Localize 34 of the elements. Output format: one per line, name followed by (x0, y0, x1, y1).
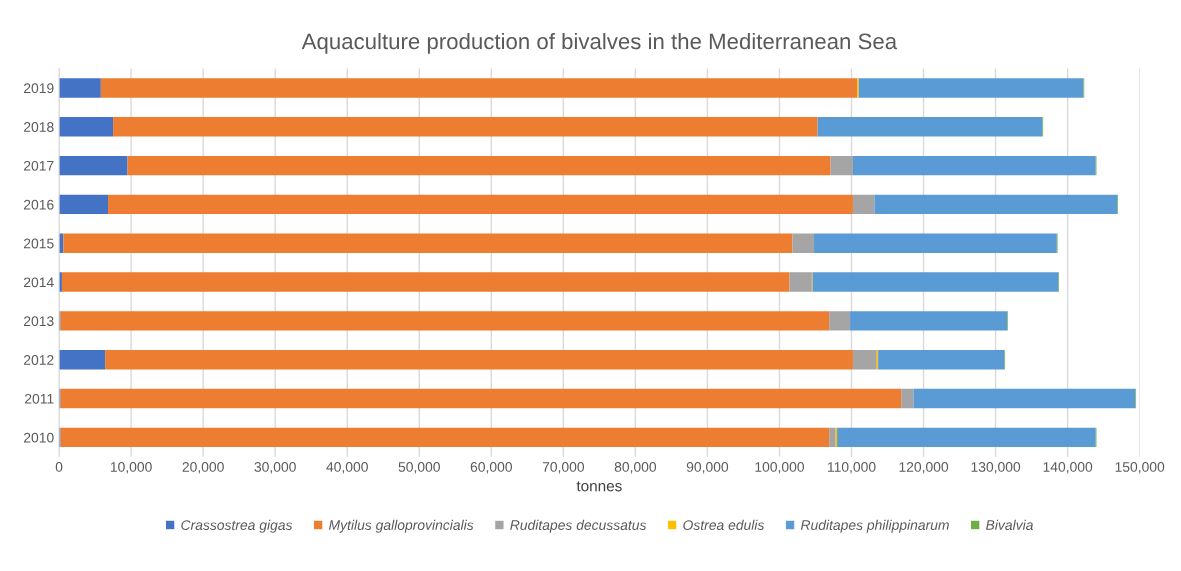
y-tick-label: 2015 (23, 238, 54, 249)
legend-label: Bivalvia (986, 519, 1033, 530)
x-tick-label: 100,000 (755, 462, 805, 474)
x-tick-label: 80,000 (614, 462, 657, 474)
x-tick-label: 60,000 (470, 462, 512, 474)
legend-label: Ostrea edulis (683, 519, 765, 530)
x-tick-label: 150,000 (1115, 462, 1165, 474)
legend-label: Ruditapes philippinarum (800, 519, 949, 533)
x-tick-label: 30,000 (254, 462, 296, 474)
y-tick-label: 2013 (23, 316, 54, 327)
y-tick-label: 2014 (23, 277, 54, 288)
x-tick-label: 40,000 (326, 462, 368, 474)
x-tick-label: 50,000 (398, 462, 440, 474)
y-tick-label: 2012 (23, 355, 54, 365)
x-tick-label: 90,000 (686, 462, 729, 474)
x-tick-label: 10,000 (110, 462, 152, 474)
legend-label: Mytilus galloprovincialis (329, 519, 474, 533)
x-tick-label: 130,000 (971, 462, 1021, 474)
y-tick-label: 2016 (23, 199, 54, 210)
y-tick-label: 2011 (25, 393, 54, 404)
x-tick-label: 0 (55, 462, 63, 472)
chart-title: Aquaculture production of bivalves in the Mediterranean Sea (301, 32, 898, 54)
y-tick-label: 2010 (23, 432, 54, 443)
y-tick-label: 2019 (23, 83, 54, 94)
x-tick-label: 70,000 (542, 462, 585, 474)
x-tick-label: 120,000 (899, 462, 949, 474)
legend-label: Ruditapes decussatus (510, 519, 647, 533)
y-tick-label: 2017 (23, 160, 54, 171)
x-tick-label: 20,000 (182, 462, 224, 474)
x-axis-title: tonnes (576, 481, 622, 492)
y-tick-label: 2018 (23, 122, 54, 132)
x-tick-label: 110,000 (827, 462, 876, 474)
legend-label: Crassostrea gigas (181, 519, 293, 533)
x-tick-label: 140,000 (1043, 462, 1093, 474)
